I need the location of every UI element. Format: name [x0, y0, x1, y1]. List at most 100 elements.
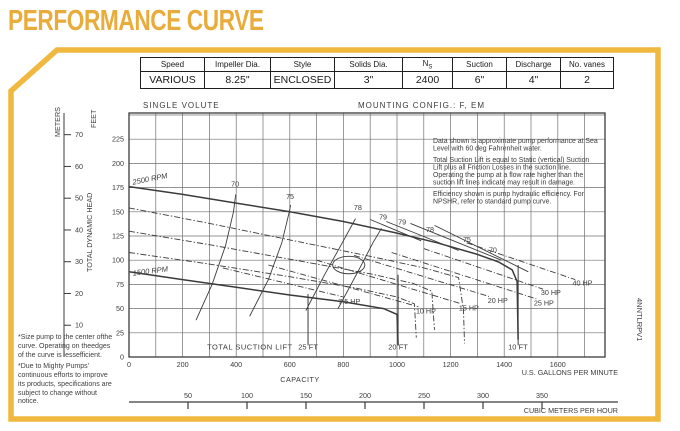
suction-lift-label: 20 FT	[388, 342, 408, 351]
y-tick-meters: 50	[75, 194, 83, 203]
spec-value-style: ENCLOSED	[270, 71, 335, 89]
y-tick-feet: 150	[112, 207, 124, 216]
spec-header-ns: NS	[402, 57, 453, 72]
footnote-disclaimer: *Due to Mighty Pumps' continuous efforts…	[18, 363, 112, 406]
x-tick-m3h: 50	[184, 391, 192, 400]
y-tick-meters: 10	[75, 321, 83, 330]
ns-subscript: S	[428, 64, 433, 71]
spec-value-solids: 3"	[334, 71, 403, 89]
rpm-curve	[128, 185, 519, 340]
hp-line-label: 25 HP	[534, 299, 554, 308]
spec-header-impeller: Impeller Dia.	[204, 57, 271, 72]
efficiency-curve	[434, 224, 529, 273]
y-tick-feet: 75	[116, 280, 124, 289]
spec-header-speed: Speed	[140, 57, 205, 72]
efficiency-curve	[305, 218, 356, 311]
plot-border	[128, 112, 606, 358]
efficiency-curve	[195, 194, 237, 321]
intermediate-rpm-curve	[128, 207, 465, 344]
x-tick-gpm: 1600	[550, 360, 566, 369]
y-tick-feet: 125	[112, 232, 124, 241]
hp-line-label: 20 HP	[488, 296, 508, 305]
ns-symbol: N	[422, 58, 429, 68]
notes-line: Lift plus all Friction Losses in the suc…	[433, 165, 571, 172]
y-tick-feet: 25	[116, 328, 124, 337]
spec-header-vanes: No. vanes	[560, 57, 614, 72]
x-tick-m3h: 100	[241, 391, 253, 400]
spec-value-speed: VARIOUS	[140, 71, 205, 89]
spec-table: Speed Impeller Dia. Style Solids Dia. NS…	[140, 57, 614, 89]
x-tick-gpm: 1200	[443, 360, 459, 369]
efficiency-curve	[249, 204, 292, 317]
efficiency-label: 79	[398, 217, 406, 226]
y-axis-title: TOTAL DYNAMIC HEAD	[85, 193, 94, 272]
y-tick-meters: 60	[75, 162, 83, 171]
hp-line	[316, 259, 462, 305]
spec-header-solids: Solids Dia.	[334, 57, 403, 72]
page-title: PERFORMANCE CURVE	[8, 5, 264, 37]
efficiency-label: 78	[426, 225, 434, 234]
rpm-curve-label: 2500 RPM	[131, 171, 169, 187]
spec-header-discharge: Discharge	[506, 57, 561, 72]
efficiency-label: 75	[286, 192, 294, 201]
x-tick-m3h: 300	[477, 391, 489, 400]
spec-header-style: Style	[270, 57, 335, 72]
y-tick-feet: 50	[116, 304, 124, 313]
notes-line: Total Suction Lift is equal to Static (v…	[433, 157, 589, 164]
suction-lift-title: TOTAL SUCTION LIFT	[207, 342, 293, 351]
efficiency-curve	[410, 222, 502, 261]
y-axis-meters-label: METERS	[53, 107, 62, 137]
footnote-sizing: *Size pump to the center ofthe curve. Op…	[18, 334, 113, 359]
x-tick-m3h: 350	[536, 391, 548, 400]
rpm-curve	[128, 271, 399, 346]
x-tick-gpm: 0	[127, 360, 131, 369]
x-tick-gpm: 1000	[389, 360, 405, 369]
efficiency-label: 70	[231, 180, 239, 189]
intermediate-rpm-curve	[128, 230, 435, 330]
hp-line-label: 30 HP	[541, 288, 561, 297]
hp-line	[268, 264, 419, 308]
intermediate-rpm-curve	[128, 252, 417, 338]
hp-line	[353, 254, 491, 298]
efficiency-curve	[337, 228, 382, 309]
suction-lift-label: 10 FT	[508, 342, 528, 351]
x-tick-gpm: 600	[284, 360, 296, 369]
spec-value-suction: 6"	[452, 71, 507, 89]
hp-line	[391, 252, 537, 300]
y-tick-meters: 40	[75, 225, 83, 234]
x-tick-m3h: 150	[300, 391, 312, 400]
spec-value-impeller: 8.25"	[204, 71, 271, 89]
footnote-block: *Size pump to the center ofthe curve. Op…	[18, 334, 116, 410]
spec-value-discharge: 4"	[506, 71, 561, 89]
hp-line-label: 15 HP	[459, 304, 479, 313]
spec-header-suction: Suction	[452, 57, 507, 72]
notes-line: Data shown is approximate pump performan…	[433, 138, 598, 145]
hp-line-label: 40 HP	[572, 278, 592, 287]
x-tick-gpm: 200	[177, 360, 189, 369]
y-axis-feet-label: FEET	[89, 109, 98, 128]
rpm-curve-label: 1500 RPM	[132, 264, 169, 277]
notes-line: suction lift lines indicate may result i…	[433, 180, 575, 187]
efficiency-label: 79	[379, 213, 387, 222]
efficiency-label: 78	[354, 203, 362, 212]
drawing-number: 4NNTLRPV1	[635, 298, 644, 341]
notes-line: Level with 60 deg Fahrenheit water.	[433, 146, 542, 153]
x-tick-gpm: 400	[230, 360, 242, 369]
y-tick-meters: 30	[75, 257, 83, 266]
x-tick-m3h: 200	[359, 391, 371, 400]
efficiency-label: 70	[489, 245, 497, 254]
notes-line: Efficiency shown is pump hydraulic effic…	[433, 191, 585, 198]
y-tick-feet: 225	[112, 135, 124, 144]
hp-line	[466, 242, 576, 281]
efficiency-label: 75	[463, 235, 471, 244]
x-axis-m3h-unit: CUBIC METERS PER HOUR	[524, 406, 618, 415]
y-tick-feet: 200	[112, 159, 124, 168]
y-tick-meters: 70	[75, 130, 83, 139]
spec-value-ns: 2400	[402, 71, 453, 89]
x-axis-gpm-unit: U.S. GALLONS PER MINUTE	[522, 368, 618, 377]
y-tick-feet: 0	[120, 353, 124, 362]
y-tick-feet: 175	[112, 183, 124, 192]
spec-table-header-row: Speed Impeller Dia. Style Solids Dia. NS…	[140, 57, 614, 72]
